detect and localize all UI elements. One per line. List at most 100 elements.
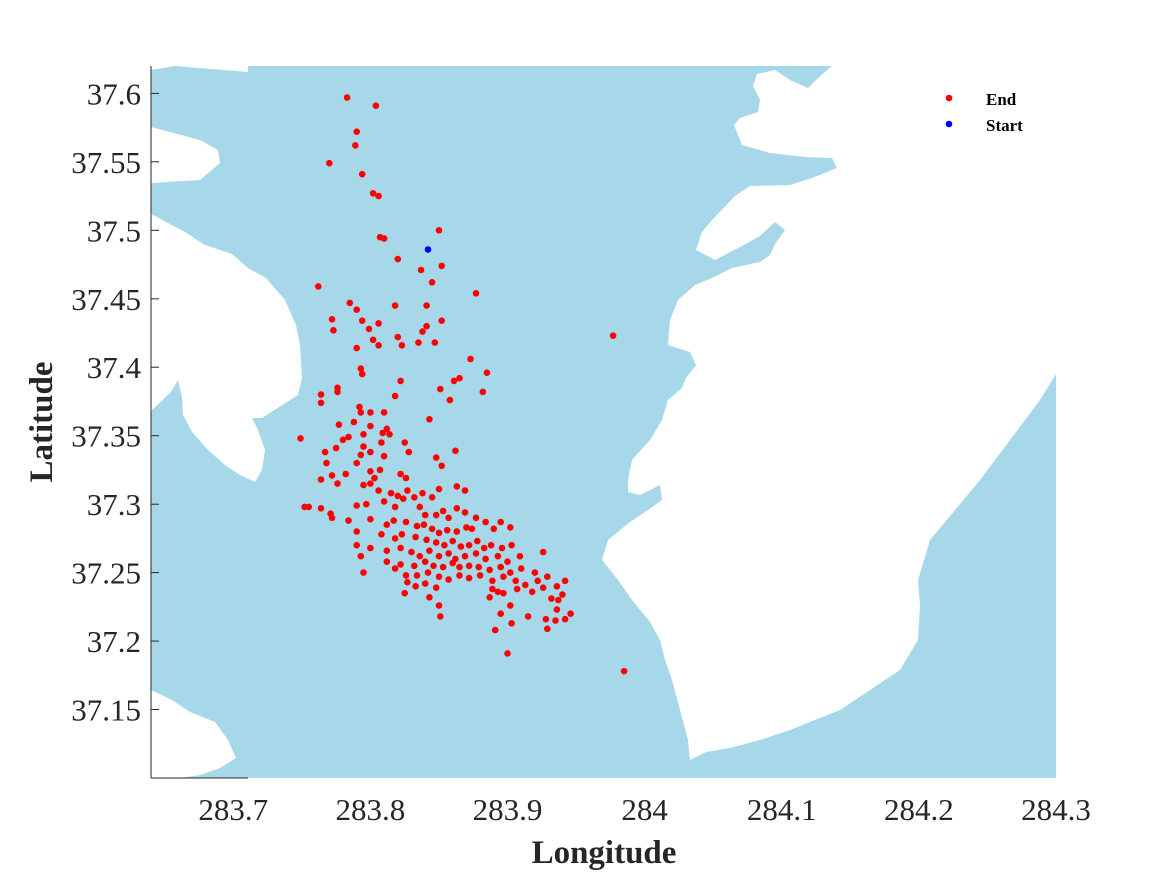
end-point xyxy=(317,391,325,398)
end-point xyxy=(620,667,628,675)
end-point xyxy=(412,533,419,541)
end-point xyxy=(567,610,574,617)
end-point xyxy=(383,547,391,554)
end-point xyxy=(346,299,354,307)
end-point xyxy=(472,550,480,557)
x-axis-title: Longitude xyxy=(532,835,677,871)
end-point xyxy=(328,316,336,323)
end-point xyxy=(486,566,494,574)
end-point xyxy=(497,563,505,571)
end-point xyxy=(483,369,491,377)
end-point xyxy=(353,541,361,549)
end-point xyxy=(360,481,367,489)
end-point xyxy=(435,227,443,234)
end-point xyxy=(317,399,325,407)
end-point xyxy=(472,290,480,297)
end-point xyxy=(423,302,430,309)
end-point xyxy=(412,583,419,590)
end-point xyxy=(528,588,536,596)
end-point xyxy=(555,596,562,604)
end-point xyxy=(435,573,443,580)
end-point xyxy=(343,94,351,101)
end-point xyxy=(416,552,424,560)
end-point xyxy=(369,336,377,344)
map-layer xyxy=(151,66,1056,778)
y-tick-label: 37.6 xyxy=(87,76,141,111)
end-point xyxy=(402,518,410,526)
end-point xyxy=(401,589,409,597)
end-point xyxy=(497,610,505,617)
end-point xyxy=(365,325,373,333)
end-point xyxy=(402,474,410,482)
end-point xyxy=(379,429,387,437)
end-point xyxy=(490,525,498,533)
end-point xyxy=(491,626,499,634)
end-point xyxy=(391,535,399,542)
end-point xyxy=(297,435,304,442)
end-point xyxy=(561,615,569,623)
end-point xyxy=(486,594,494,601)
end-point xyxy=(475,563,483,571)
end-point xyxy=(467,355,474,363)
land-left-peninsula xyxy=(151,127,302,482)
end-point xyxy=(517,565,525,572)
end-point xyxy=(358,317,366,325)
end-point xyxy=(542,615,550,623)
end-point xyxy=(461,552,469,560)
end-point xyxy=(375,342,382,349)
end-point xyxy=(500,573,507,580)
end-point xyxy=(358,170,366,178)
end-point xyxy=(398,342,406,349)
end-point xyxy=(544,625,551,633)
end-point xyxy=(360,443,367,450)
end-point xyxy=(380,498,388,505)
end-point xyxy=(383,425,391,433)
end-point xyxy=(435,529,443,537)
end-point xyxy=(421,558,429,565)
end-point xyxy=(334,388,341,396)
end-point xyxy=(453,505,461,512)
end-point xyxy=(401,439,409,446)
end-point xyxy=(367,409,374,416)
y-tick-label: 37.4 xyxy=(87,350,142,385)
end-point xyxy=(342,470,350,478)
end-point xyxy=(446,396,454,404)
end-point xyxy=(453,483,461,490)
x-tick-label: 284 xyxy=(621,792,668,827)
end-point xyxy=(508,620,515,627)
end-point xyxy=(426,547,433,554)
end-point xyxy=(356,403,363,411)
end-point xyxy=(339,436,347,444)
end-point xyxy=(465,541,473,549)
end-point xyxy=(438,462,446,470)
end-point xyxy=(391,302,399,309)
end-point xyxy=(383,558,391,565)
end-point xyxy=(353,306,361,314)
end-point xyxy=(445,576,452,583)
end-point xyxy=(394,333,402,341)
end-point xyxy=(449,537,457,545)
end-point xyxy=(432,511,440,519)
x-axis-ticks: 283.7 283.8 283.9 284 284.1 284.2 284.3 xyxy=(198,792,1090,827)
end-point xyxy=(353,128,361,135)
end-point xyxy=(411,562,418,570)
end-point xyxy=(360,569,367,576)
end-point xyxy=(432,454,440,461)
end-point xyxy=(482,555,489,563)
end-point xyxy=(402,572,410,579)
end-point xyxy=(350,418,358,426)
end-point xyxy=(353,528,361,535)
y-tick-label: 37.15 xyxy=(71,693,141,728)
end-point xyxy=(301,503,308,511)
end-point xyxy=(367,480,374,487)
end-point xyxy=(435,552,443,560)
end-point xyxy=(430,562,437,570)
land-top-right xyxy=(602,66,1056,760)
end-point xyxy=(335,421,343,429)
end-point xyxy=(391,503,399,511)
x-tick-label: 284.2 xyxy=(884,792,954,827)
end-point xyxy=(482,518,489,526)
end-point xyxy=(494,552,502,560)
legend-marker-start xyxy=(945,120,953,128)
